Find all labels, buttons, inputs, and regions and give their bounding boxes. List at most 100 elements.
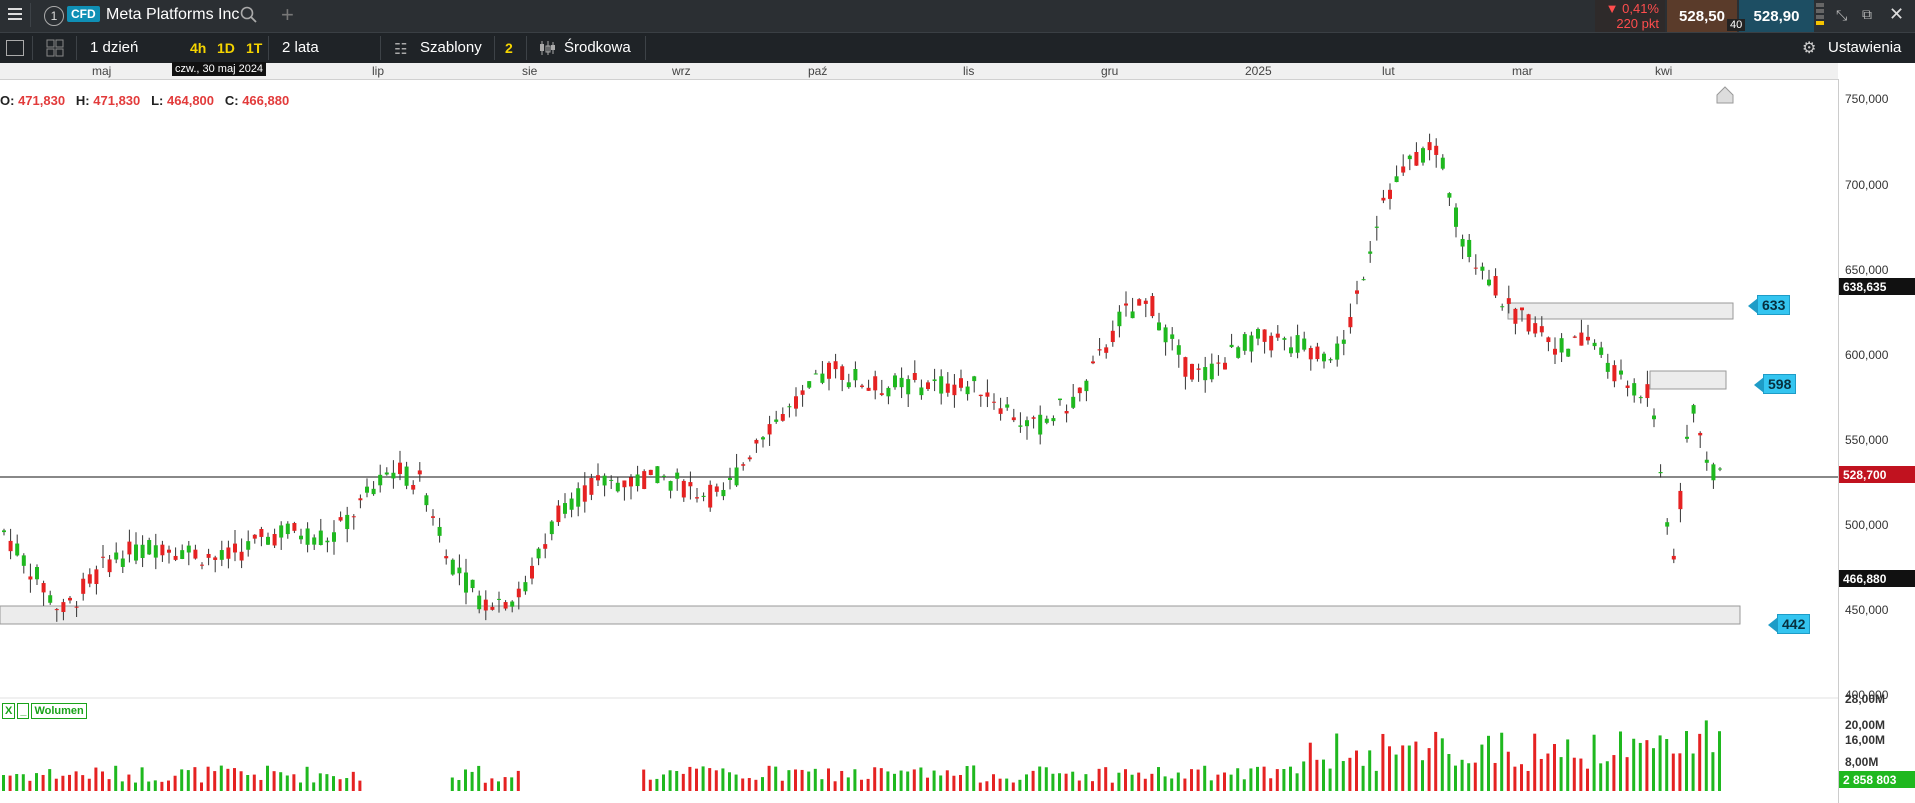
close-icon[interactable]: ✕ bbox=[1889, 4, 1905, 24]
candle-body bbox=[2, 530, 6, 533]
candle-body bbox=[622, 480, 627, 488]
candle-body bbox=[299, 535, 303, 540]
candle-body bbox=[1183, 357, 1188, 377]
month-label: lip bbox=[372, 64, 385, 78]
interval-selector[interactable]: 1 dzień bbox=[90, 39, 139, 56]
price-type-selector[interactable]: Środkowa bbox=[564, 39, 631, 56]
open-value: 471,830 bbox=[18, 93, 66, 108]
candle-body bbox=[675, 472, 680, 479]
candle-body bbox=[391, 472, 396, 479]
volume-bar bbox=[1229, 774, 1233, 791]
month-label: kwi bbox=[1655, 64, 1673, 78]
candle-body bbox=[378, 474, 383, 486]
interval-4h-button[interactable]: 4h bbox=[190, 40, 207, 56]
alert-badge-633[interactable]: 633 bbox=[1747, 295, 1791, 315]
candle-body bbox=[61, 602, 66, 613]
volume-bar bbox=[1150, 773, 1154, 791]
volume-tick: 20,00M bbox=[1845, 718, 1886, 732]
candle-body bbox=[1513, 308, 1518, 324]
settings-gear-icon[interactable]: ⚙ bbox=[1802, 40, 1817, 57]
ask-price-button[interactable]: 528,90 bbox=[1739, 0, 1814, 32]
remove-indicator-icon[interactable]: X bbox=[2, 703, 16, 719]
templates-button[interactable]: Szablony bbox=[420, 39, 482, 56]
candle-body bbox=[787, 406, 792, 408]
price-tick: 400,000 bbox=[1845, 688, 1889, 702]
volume-bar bbox=[1506, 751, 1510, 791]
top-bar: 1 CFD Meta Platforms Inc + ▼ 0,41% 220 p… bbox=[0, 0, 1915, 32]
volume-bar bbox=[1539, 758, 1543, 791]
scroll-marker-icon[interactable] bbox=[1716, 86, 1734, 104]
candle-body bbox=[655, 466, 660, 484]
instrument-type-badge: CFD bbox=[67, 6, 100, 22]
candle-body bbox=[985, 392, 990, 397]
candle-body bbox=[635, 474, 640, 487]
price-chart[interactable] bbox=[0, 79, 1838, 803]
zone-442[interactable] bbox=[0, 605, 1741, 625]
bid-price-button[interactable]: 528,50 bbox=[1667, 0, 1737, 32]
candle-body bbox=[173, 555, 178, 560]
volume-bar bbox=[483, 782, 487, 791]
volume-bar bbox=[893, 773, 896, 791]
zone-633[interactable] bbox=[1507, 302, 1734, 320]
candle-body bbox=[127, 541, 132, 555]
candle-body bbox=[1546, 337, 1551, 343]
templates-icon[interactable]: ☷ bbox=[394, 41, 408, 58]
candle-body bbox=[800, 390, 805, 395]
volume-bar bbox=[1308, 742, 1312, 791]
candles-icon[interactable] bbox=[538, 40, 556, 61]
zone-rectangles[interactable] bbox=[0, 302, 1741, 625]
candle-body bbox=[1691, 405, 1696, 414]
candle-body bbox=[1295, 335, 1300, 353]
candle-body bbox=[1638, 397, 1643, 399]
add-tab-icon[interactable]: + bbox=[281, 2, 294, 27]
volume-bar bbox=[94, 767, 98, 791]
candle-body bbox=[1104, 347, 1109, 353]
volume-bar bbox=[1176, 772, 1180, 791]
range-selector[interactable]: 2 lata bbox=[282, 39, 319, 56]
close-price-tag: 466,880 bbox=[1839, 570, 1915, 587]
volume-bar bbox=[41, 774, 45, 791]
month-label: lis bbox=[963, 64, 975, 78]
price-tick: 450,000 bbox=[1845, 603, 1889, 617]
candle-body bbox=[1599, 347, 1604, 355]
settings-button[interactable]: Ustawienia bbox=[1828, 39, 1902, 56]
volume-bar bbox=[1368, 750, 1372, 791]
hamburger-menu-icon[interactable] bbox=[8, 8, 22, 22]
collapse-indicator-icon[interactable]: _ bbox=[17, 703, 30, 719]
candle-body bbox=[761, 437, 765, 440]
search-icon[interactable] bbox=[240, 6, 258, 29]
layout-grid-icon[interactable] bbox=[46, 39, 64, 62]
candle-body bbox=[1520, 307, 1524, 311]
candle-body bbox=[1262, 329, 1267, 342]
interval-1w-button[interactable]: 1T bbox=[246, 40, 263, 56]
volume-bar bbox=[464, 769, 467, 791]
volume-bar bbox=[873, 767, 877, 791]
volume-bar bbox=[932, 770, 936, 791]
alert-badge-442[interactable]: 442 bbox=[1767, 614, 1811, 634]
candle-body bbox=[609, 479, 614, 481]
candle-body bbox=[193, 549, 198, 559]
volume-bar bbox=[1427, 748, 1431, 791]
zone-598[interactable] bbox=[1649, 370, 1727, 390]
tab-number-badge[interactable]: 1 bbox=[44, 6, 64, 26]
candle-body bbox=[365, 486, 369, 493]
interval-1d-button[interactable]: 1D bbox=[217, 40, 235, 56]
volume-bar bbox=[1394, 754, 1398, 791]
candle-body bbox=[160, 544, 165, 556]
candle-body bbox=[345, 514, 350, 530]
alert-badge-598[interactable]: 598 bbox=[1753, 374, 1797, 394]
candle-body bbox=[860, 385, 864, 387]
chart-list-icon[interactable] bbox=[6, 40, 24, 56]
candle-body bbox=[8, 540, 13, 552]
volume-bar bbox=[978, 782, 982, 791]
candle-body bbox=[582, 485, 587, 502]
popout-icon[interactable]: ⧉ bbox=[1862, 6, 1872, 22]
candle-body bbox=[266, 536, 270, 545]
volume-bar bbox=[1203, 765, 1207, 791]
minimize-icon[interactable]: ⤡ bbox=[1836, 7, 1848, 23]
price-tick: 700,000 bbox=[1845, 178, 1889, 192]
instrument-name[interactable]: Meta Platforms Inc bbox=[106, 6, 240, 23]
candle-body bbox=[1526, 314, 1531, 332]
volume-bar bbox=[81, 775, 85, 791]
volume-bar bbox=[1242, 779, 1246, 791]
